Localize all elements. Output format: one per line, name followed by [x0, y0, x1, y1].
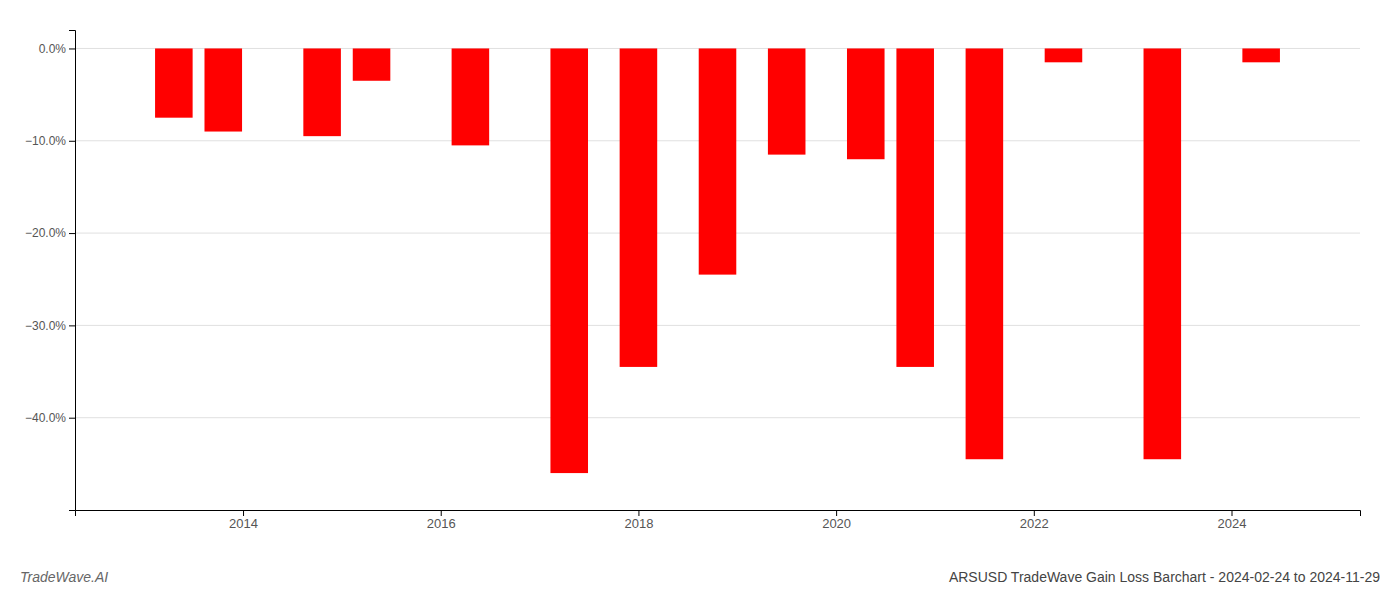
x-tick: 2024 [1218, 510, 1247, 531]
y-tick-mark [69, 141, 75, 142]
x-tick: 2020 [822, 510, 851, 531]
y-tick: 0.0% [39, 42, 75, 56]
x-tick: 2016 [427, 510, 456, 531]
bar [1144, 48, 1182, 459]
bar [620, 48, 658, 366]
x-tick: 2022 [1020, 510, 1049, 531]
bars [155, 48, 1280, 473]
x-tick-label: 2022 [1020, 516, 1049, 531]
y-tick: −30.0% [25, 319, 75, 333]
bar [847, 48, 885, 159]
y-tick-mark [69, 418, 75, 419]
bar [204, 48, 242, 131]
x-tick-label: 2024 [1218, 516, 1247, 531]
y-axis-line [69, 31, 76, 511]
bar [452, 48, 490, 145]
x-tick-mark [1232, 510, 1233, 516]
title: ARSUSD TradeWave Gain Loss Barchart - 20… [949, 569, 1380, 585]
x-tick-label: 2014 [229, 516, 258, 531]
bar [1045, 48, 1083, 62]
y-tick-label: −30.0% [25, 319, 66, 333]
bar [699, 48, 737, 274]
y-tick-label: 0.0% [39, 42, 67, 56]
bar [550, 48, 588, 473]
x-tick: 2014 [229, 510, 258, 531]
chart: 2014 2016 2018 2020 2022 2024 0.0% −10.0% −20.0%… [0, 0, 1400, 600]
y-tick-mark [69, 325, 75, 326]
x-tick-mark [441, 510, 442, 516]
x-axis: 2014 2016 2018 2020 2022 2024 [76, 510, 1361, 531]
x-tick: 2018 [624, 510, 653, 531]
bar [966, 48, 1004, 459]
y-tick-mark [69, 233, 75, 234]
x-tick-mark [243, 510, 244, 516]
x-tick-label: 2016 [427, 516, 456, 531]
x-tick-mark [836, 510, 837, 516]
y-tick: −10.0% [25, 134, 75, 148]
bar [1242, 48, 1280, 62]
x-tick-label: 2018 [624, 516, 653, 531]
watermark: TradeWave.AI [20, 569, 108, 585]
y-tick-label: −20.0% [25, 226, 66, 240]
bar [303, 48, 341, 136]
x-tick-label: 2020 [822, 516, 851, 531]
x-tick-mark [638, 510, 639, 516]
y-tick: −40.0% [25, 411, 75, 425]
y-tick-label: −40.0% [25, 411, 66, 425]
x-tick-mark [1034, 510, 1035, 516]
y-axis: 0.0% −10.0% −20.0% −30.0% −40.0% [25, 31, 76, 511]
x-axis-line [76, 511, 1361, 517]
y-tick: −20.0% [25, 226, 75, 240]
y-tick-mark [69, 48, 75, 49]
y-tick-label: −10.0% [25, 134, 66, 148]
bar [896, 48, 934, 366]
bar [768, 48, 806, 154]
bar [155, 48, 193, 117]
plot: 2014 2016 2018 2020 2022 2024 0.0% −10.0% −20.0%… [25, 31, 1361, 532]
bar [353, 48, 391, 80]
